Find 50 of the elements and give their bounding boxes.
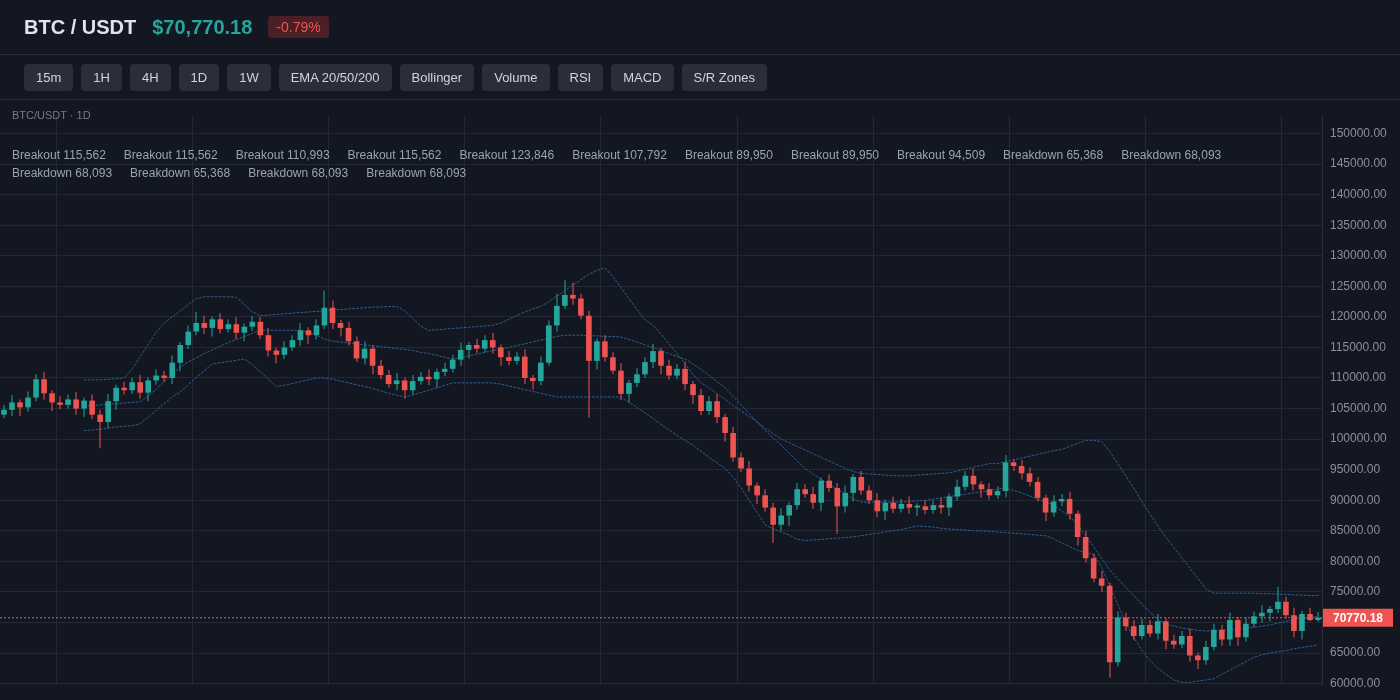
y-tick-label: 130000.00	[1330, 248, 1388, 263]
chart-title: BTC / USDT	[24, 15, 137, 39]
annotation: Breakout 110,993	[235, 147, 330, 162]
annotation: BTC/USDT · 1D	[12, 109, 91, 121]
annotation: Breakout 89,950	[790, 147, 880, 162]
y-tick-label: 65000.00	[1330, 645, 1381, 660]
y-tick-label: 75000.00	[1330, 584, 1381, 599]
y-tick-label: 105000.00	[1330, 400, 1388, 415]
y-tick-label: 110000.00	[1330, 370, 1387, 385]
y-tick-label: 80000.00	[1330, 553, 1381, 568]
annotation: Breakdown 65,368	[130, 165, 231, 180]
annotation: Breakout 115,562	[123, 147, 219, 162]
annotation: Breakout 115,562	[347, 147, 442, 162]
y-tick-label: 60000.00	[1330, 675, 1381, 690]
annotation: Breakout 94,509	[897, 147, 986, 162]
y-tick-label: 90000.00	[1330, 492, 1381, 507]
text: Volume	[482, 63, 550, 91]
annotation: Breakdown 68,093	[366, 165, 467, 180]
y-tick-label: 125000.00	[1330, 278, 1388, 293]
text: 1H	[81, 63, 122, 91]
text: EMA 20/50/200	[278, 63, 392, 91]
text: RSI	[557, 63, 604, 91]
text: 4H	[129, 63, 171, 91]
annotation: Breakout 89,950	[684, 147, 774, 162]
text: Bollinger	[399, 63, 475, 91]
y-tick-label: 145000.00	[1330, 156, 1388, 171]
y-tick-label: 140000.00	[1330, 186, 1388, 201]
line-series	[83, 358, 1319, 683]
y-tick-label: 135000.00	[1330, 217, 1388, 232]
annotation: Breakdown 68,093	[248, 165, 349, 180]
annotation: Breakdown 68,093	[1121, 147, 1222, 162]
annotation: Breakout 107,792	[572, 147, 668, 162]
text: MACD	[611, 63, 674, 91]
y-tick-label: 120000.00	[1330, 309, 1388, 324]
chart-subtitle: $70,770.18	[152, 15, 253, 39]
annotation: Breakout 123,846	[459, 147, 555, 162]
ref-line-label: 70770.18	[1332, 611, 1384, 626]
y-tick-label: 150000.00	[1330, 125, 1388, 140]
y-tick-label: 85000.00	[1330, 523, 1381, 538]
text: 1W	[227, 63, 271, 91]
annotation: Breakdown 65,368	[1003, 147, 1104, 162]
y-tick-label: 115000.00	[1330, 339, 1387, 354]
annotation: Breakdown 68,093	[12, 165, 113, 180]
y-tick-label: 100000.00	[1330, 431, 1388, 446]
y-tick-label: 95000.00	[1330, 461, 1381, 476]
text: S/R Zones	[681, 63, 767, 91]
annotation: Breakout 115,562	[12, 147, 107, 162]
text: -0.79%	[268, 16, 329, 38]
text: 15m	[24, 63, 74, 91]
text: 1D	[178, 63, 220, 91]
